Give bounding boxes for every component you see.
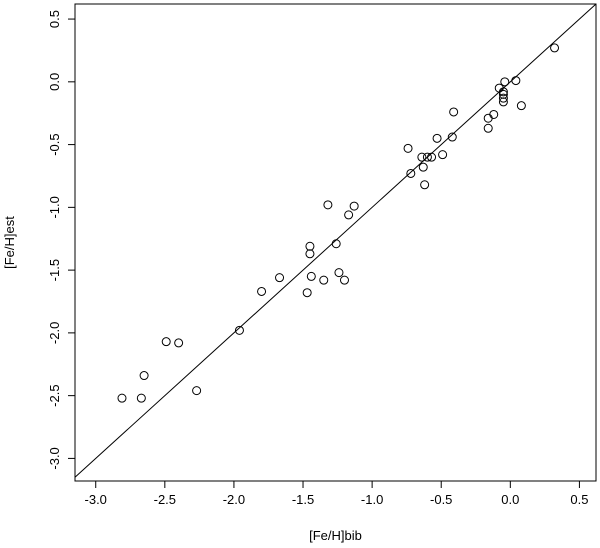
data-point [139, 371, 149, 381]
data-point [136, 393, 146, 403]
data-point [306, 271, 316, 281]
x-tick-label: 0.0 [501, 492, 519, 507]
x-tick-label: -1.5 [292, 492, 314, 507]
data-point [174, 338, 184, 348]
data-point [403, 143, 413, 153]
data-point [406, 168, 416, 178]
data-point [500, 77, 510, 87]
data-point [438, 150, 448, 160]
data-point [275, 273, 285, 283]
data-point [483, 123, 493, 133]
x-tick-label: -1.0 [361, 492, 383, 507]
y-tick-label: 0.5 [47, 10, 62, 28]
y-axis: -3.0 -2.5 -2.0 -1.5 -1.0 -0.5 0.0 0.5 [47, 10, 75, 470]
data-point [427, 152, 437, 162]
data-point [323, 200, 333, 210]
data-point [432, 133, 442, 143]
data-point [161, 337, 171, 347]
plot-frame [74, 3, 597, 482]
data-point [447, 132, 457, 142]
data-point [422, 152, 432, 162]
data-point [511, 76, 521, 86]
data-point [344, 210, 354, 220]
data-point [449, 107, 459, 117]
y-tick-label: -0.5 [47, 133, 62, 155]
y-tick-label: -1.5 [47, 259, 62, 281]
x-tick-label: -2.5 [154, 492, 176, 507]
data-point [349, 201, 359, 211]
data-point [334, 268, 344, 278]
x-axis-label: [Fe/H]bib [309, 528, 362, 543]
data-point [550, 43, 560, 53]
data-points [117, 43, 560, 403]
y-tick-label: -2.0 [47, 322, 62, 344]
data-point [417, 152, 427, 162]
y-tick-label: -1.0 [47, 196, 62, 218]
x-tick-label: -3.0 [85, 492, 107, 507]
data-point [192, 386, 202, 396]
data-point [418, 162, 428, 172]
x-tick-label: -2.0 [223, 492, 245, 507]
y-tick-label: -2.5 [47, 384, 62, 406]
y-axis-label: [Fe/H]est [2, 216, 17, 269]
data-point [516, 101, 526, 111]
x-tick-label: 0.5 [570, 492, 588, 507]
data-point [319, 275, 329, 285]
data-point [331, 239, 341, 249]
data-point [489, 109, 499, 119]
x-tick-label: -0.5 [430, 492, 452, 507]
data-point [234, 325, 244, 335]
x-axis: -3.0 -2.5 -2.0 -1.5 -1.0 -0.5 0.0 0.5 [85, 481, 588, 507]
data-point [117, 393, 127, 403]
data-point [498, 87, 508, 97]
data-point [498, 93, 508, 103]
data-point [339, 275, 349, 285]
y-tick-label: -3.0 [47, 447, 62, 469]
data-point [257, 286, 267, 296]
data-point [498, 97, 508, 107]
data-point [302, 288, 312, 298]
data-point [305, 249, 315, 259]
data-point [420, 180, 430, 190]
y-tick-label: 0.0 [47, 73, 62, 91]
